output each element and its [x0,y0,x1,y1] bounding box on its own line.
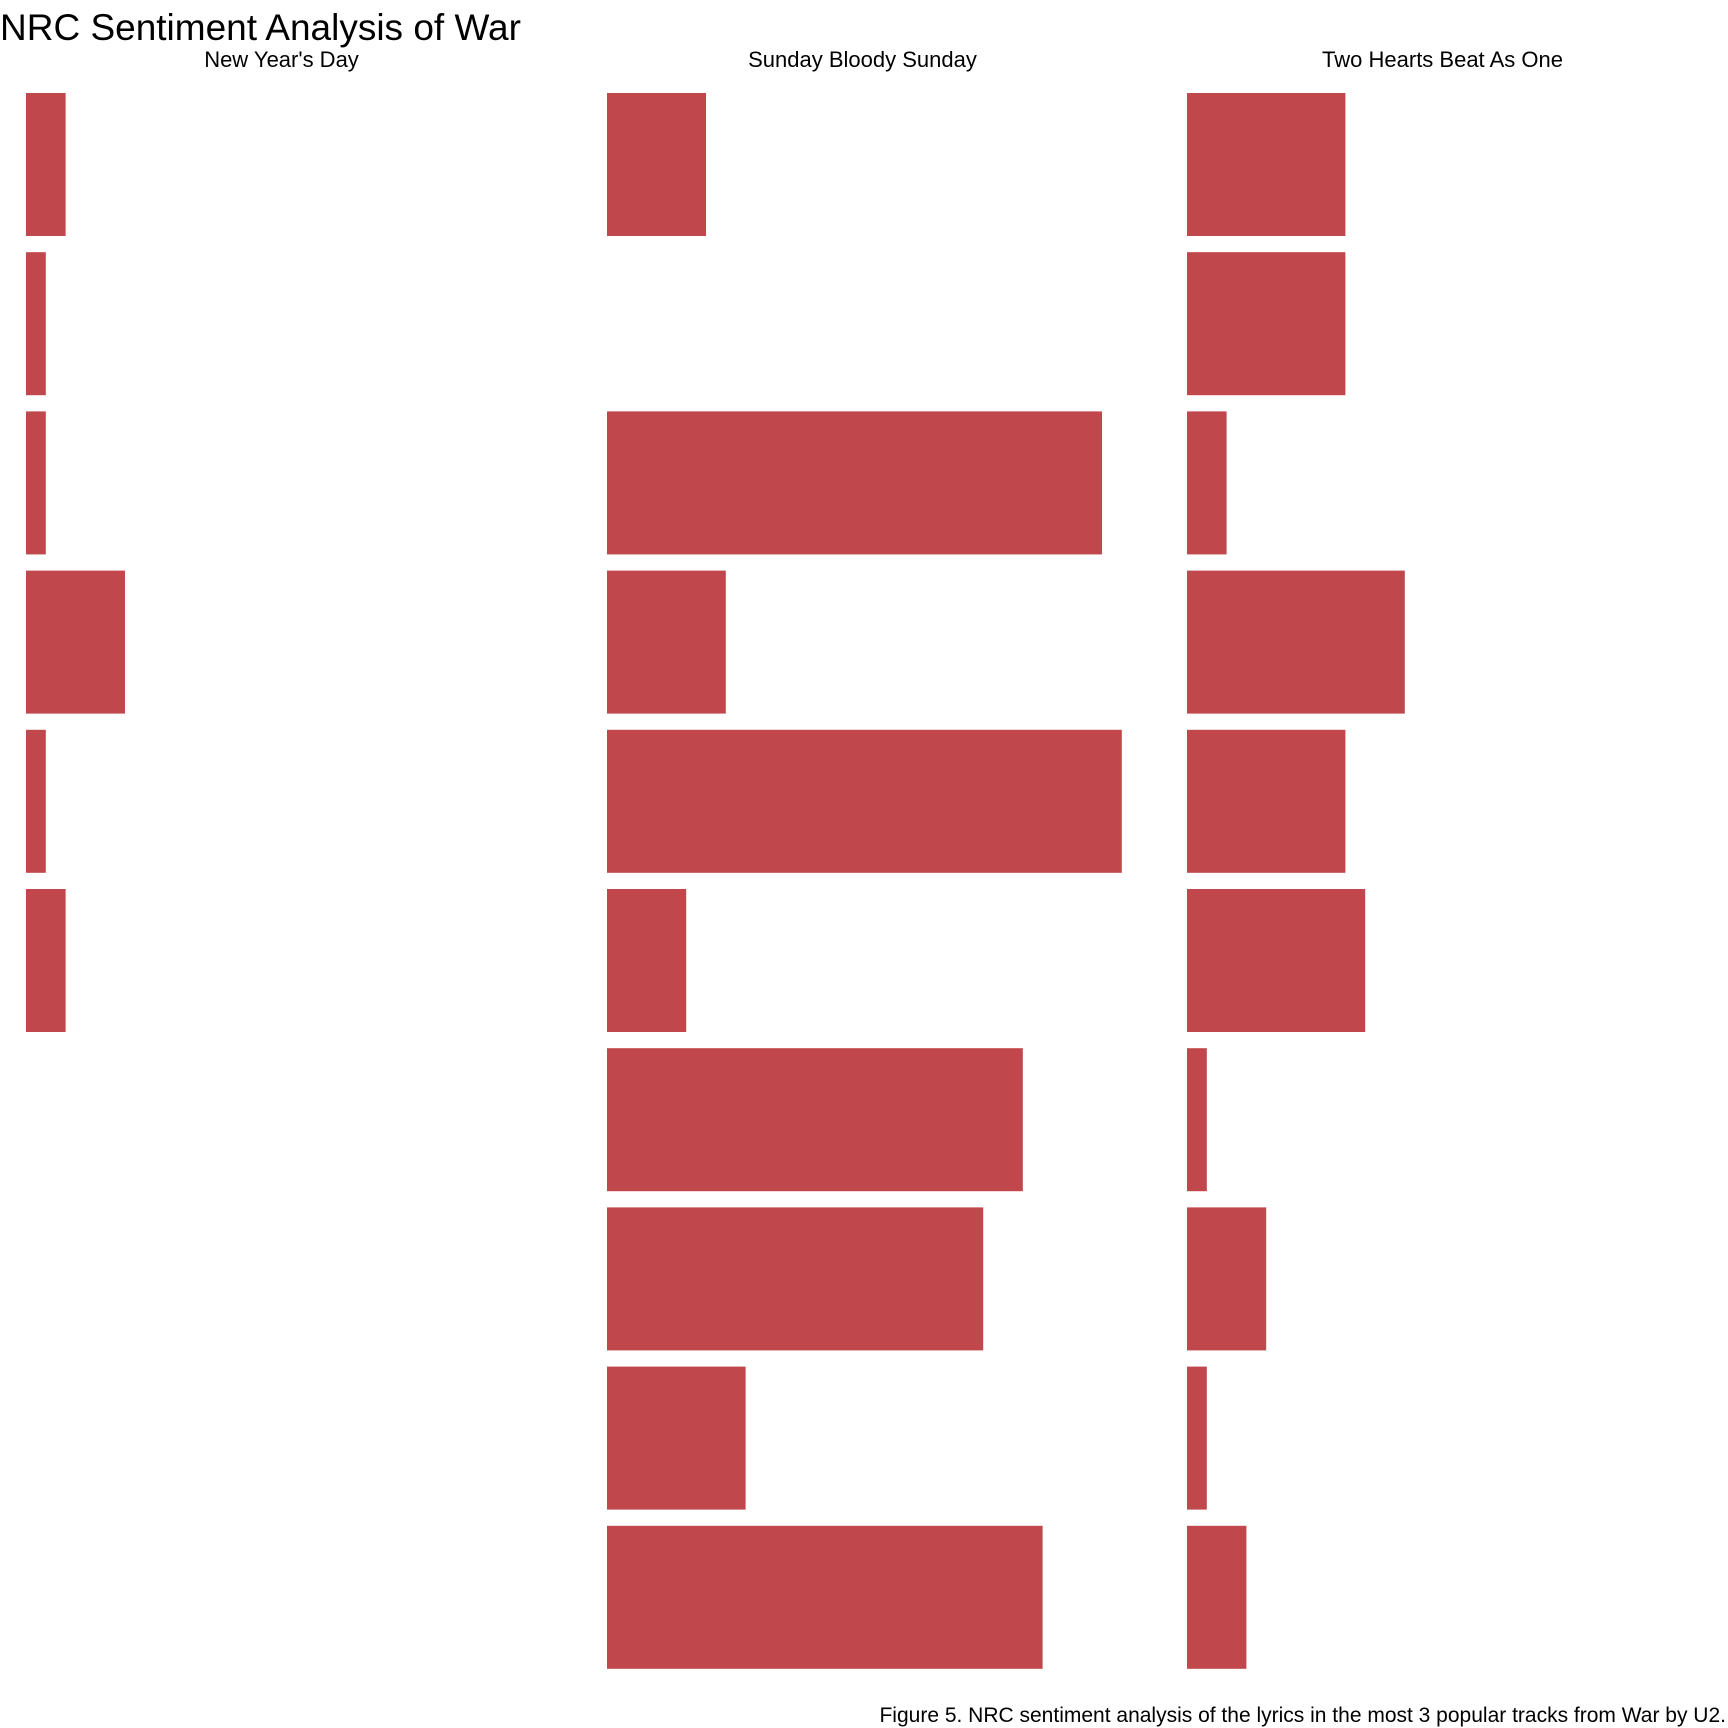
bar [1187,1207,1267,1351]
bar [607,1366,746,1510]
figure-caption: Figure 5. NRC sentiment analysis of the … [879,1704,1726,1727]
bar [607,570,726,714]
bar [1187,411,1227,555]
bar [26,411,46,555]
bar [1187,1048,1207,1192]
panel-title: Sunday Bloody Sunday [748,47,977,72]
bar [607,1048,1023,1192]
bar [607,889,687,1032]
panel-title: New Year's Day [204,47,359,72]
bar [1187,1366,1207,1510]
bar [607,411,1102,555]
bar [1187,889,1366,1032]
bar [26,889,66,1032]
bar [1187,1525,1247,1669]
bar [26,570,125,714]
bar [1187,93,1346,236]
bar [26,252,46,396]
panel-3: Two Hearts Beat As One [1187,47,1563,1669]
panel-2: Sunday Bloody Sunday [607,47,1122,1669]
bar [1187,729,1346,873]
chart-title: NRC Sentiment Analysis of War [0,7,521,48]
panel-1: New Year's Day [26,47,359,1032]
bar [607,93,706,236]
bar [26,729,46,873]
bar [26,93,66,236]
panel-title: Two Hearts Beat As One [1322,47,1563,72]
bar [1187,570,1405,714]
bar [607,1207,984,1351]
bar [607,729,1122,873]
bar [607,1525,1043,1669]
bar [1187,252,1346,396]
